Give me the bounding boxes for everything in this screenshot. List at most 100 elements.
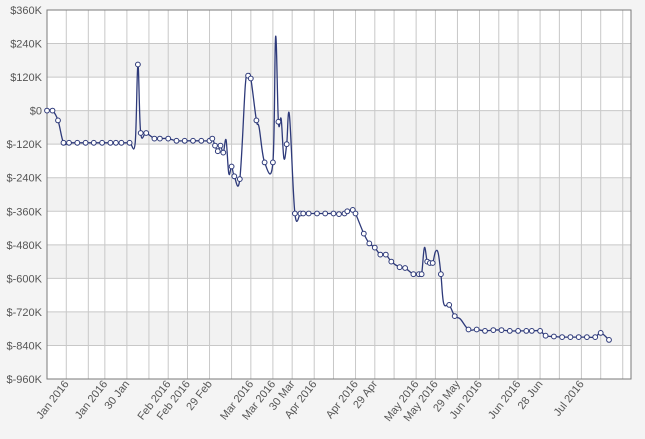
plot-band	[47, 43, 631, 78]
data-point	[498, 327, 505, 334]
data-point	[49, 107, 56, 114]
data-point	[482, 328, 488, 334]
data-point	[181, 137, 188, 144]
data-point	[575, 334, 582, 341]
data-point	[82, 139, 89, 146]
data-point	[305, 210, 312, 217]
data-point	[537, 328, 543, 334]
y-tick-label: $-960K	[7, 374, 43, 386]
data-point	[220, 149, 227, 156]
data-point	[360, 230, 367, 237]
data-point	[515, 328, 521, 334]
data-point	[542, 332, 549, 339]
data-point	[270, 159, 276, 166]
plot-band	[47, 77, 631, 111]
data-point	[352, 210, 359, 217]
data-point	[382, 251, 389, 258]
data-point	[228, 163, 235, 170]
y-tick-label: $-480K	[7, 240, 43, 252]
data-point	[217, 142, 224, 149]
y-axis-tick-labels: $360K $240K $120K $0 $-120K $-240K $-360K $-480…	[7, 5, 43, 386]
data-point	[236, 176, 243, 183]
data-point	[330, 210, 337, 217]
data-point	[429, 260, 436, 266]
data-point	[44, 107, 50, 114]
data-point	[336, 211, 342, 218]
data-point	[314, 210, 320, 217]
data-point	[473, 326, 480, 333]
data-point	[261, 159, 268, 166]
data-point	[212, 142, 218, 149]
data-point	[396, 264, 403, 271]
y-tick-label: $-360K	[7, 206, 43, 218]
y-tick-label: $120K	[10, 72, 42, 84]
data-point	[388, 258, 395, 265]
plot-band	[47, 345, 631, 379]
y-tick-label: $-720K	[7, 307, 43, 319]
data-point	[283, 141, 290, 148]
data-point	[198, 137, 205, 144]
x-tick-label: Jun 2016	[486, 378, 523, 421]
plot-band	[47, 144, 631, 178]
x-tick-label: Jul 2016	[552, 378, 587, 418]
vertical-gridlines	[65, 10, 624, 379]
data-point	[190, 137, 196, 144]
data-point	[90, 139, 97, 146]
data-point	[410, 271, 417, 278]
data-point	[446, 302, 453, 308]
data-point	[137, 130, 144, 136]
data-point	[528, 328, 535, 334]
data-point	[490, 327, 497, 334]
data-point	[253, 117, 260, 124]
data-point	[292, 210, 298, 217]
data-point	[567, 334, 574, 341]
data-point	[135, 61, 141, 68]
data-point	[74, 139, 81, 146]
data-point	[173, 137, 180, 144]
plot-band	[47, 10, 631, 44]
plot-band	[47, 177, 631, 212]
plot-band	[47, 244, 631, 279]
plot-bands	[47, 10, 631, 379]
data-point	[438, 271, 444, 278]
data-point	[597, 330, 604, 336]
data-point	[584, 334, 590, 341]
plot-band	[47, 311, 631, 346]
y-tick-label: $-240K	[7, 173, 43, 185]
data-point	[371, 244, 378, 251]
horizontal-gridlines	[47, 9, 631, 380]
data-point	[418, 271, 425, 278]
data-point	[151, 135, 158, 142]
data-point	[377, 251, 384, 258]
data-point	[209, 135, 216, 142]
data-point	[506, 328, 513, 334]
data-point-markers	[44, 61, 612, 343]
data-point	[214, 148, 221, 155]
data-point	[592, 334, 599, 341]
data-point	[55, 117, 61, 124]
data-point	[523, 328, 530, 334]
data-point	[60, 139, 67, 146]
data-point	[66, 139, 72, 146]
y-tick-label: $360K	[10, 5, 42, 17]
data-point	[366, 240, 373, 247]
plot-area-frame	[46, 9, 632, 380]
data-point	[606, 337, 612, 343]
x-tick-label: Jan 2016	[73, 378, 110, 421]
y-tick-label: $-600K	[7, 273, 43, 285]
y-tick-label: $240K	[10, 39, 42, 51]
plot-band	[47, 278, 631, 312]
data-point	[99, 139, 105, 146]
y-tick-label: $0	[30, 106, 42, 118]
data-point	[143, 130, 150, 136]
y-tick-label: $-840K	[7, 340, 43, 352]
data-point	[451, 313, 458, 320]
y-tick-label: $-120K	[7, 139, 43, 151]
data-point	[300, 210, 307, 217]
data-point	[344, 208, 351, 215]
data-point	[231, 173, 238, 180]
data-point	[107, 139, 114, 146]
data-point	[465, 326, 472, 333]
